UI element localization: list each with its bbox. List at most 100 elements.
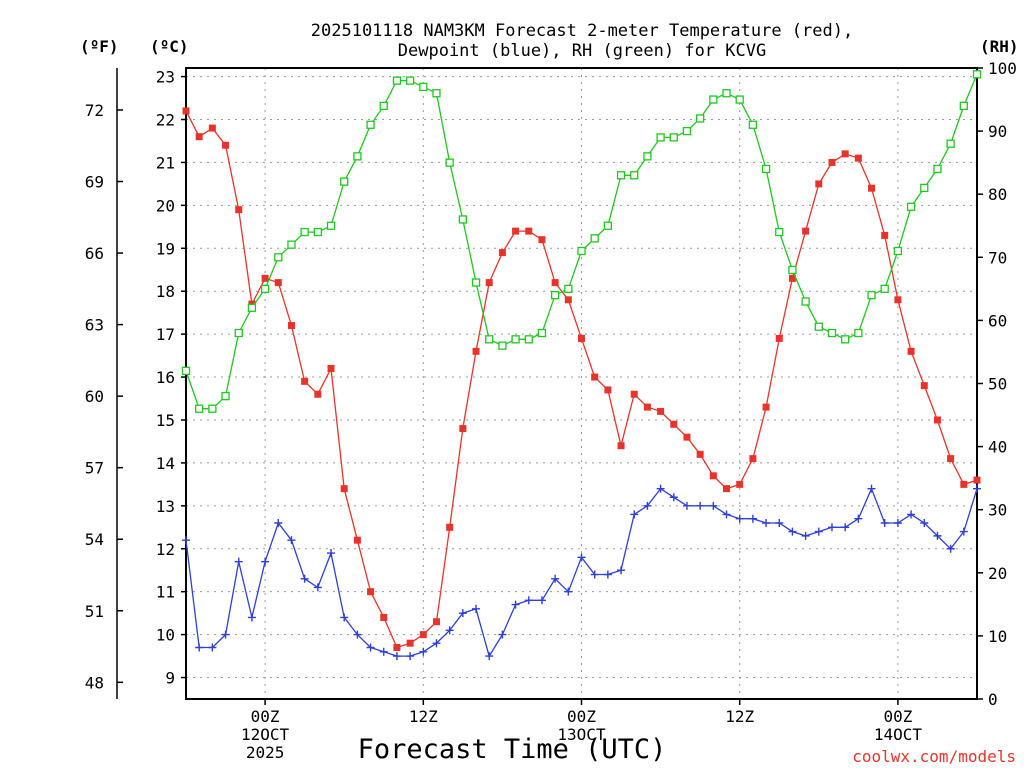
celsius-tick-label: 19 <box>156 239 175 258</box>
temperature-point <box>564 296 572 304</box>
dewpoint-point <box>590 570 599 579</box>
temperature-point <box>472 347 480 355</box>
temperature-point <box>696 450 704 458</box>
dewpoint-point <box>775 519 784 528</box>
rh-point <box>959 101 968 111</box>
dewpoint-point <box>827 523 836 532</box>
axis-ticks: 9 10 11 12 13 14 15 16 17 18 19 20 21 22 23 48 51 54 57 60 6… <box>85 59 1017 762</box>
temperature-point <box>709 472 717 480</box>
rh-tick-label: 80 <box>988 185 1007 204</box>
time-tick-label: 12OCT <box>241 725 290 744</box>
rh-point <box>564 284 573 294</box>
dewpoint-point <box>498 630 507 639</box>
celsius-tick-label: 11 <box>156 583 175 602</box>
temperature-point <box>828 158 836 166</box>
temperature-point <box>287 322 295 330</box>
rh-point <box>669 133 678 142</box>
time-tick-label: 14OCT <box>874 725 923 744</box>
rh-point <box>748 120 758 129</box>
rh-point <box>287 240 296 249</box>
temperature-point <box>406 639 414 647</box>
dewpoint-point <box>524 596 533 605</box>
dewpoint-point <box>379 647 388 656</box>
rh-point <box>524 335 533 344</box>
temperature-point <box>340 485 348 493</box>
rh-point <box>722 89 731 98</box>
fahrenheit-tick-label: 72 <box>85 101 104 120</box>
temperature-point <box>947 455 955 463</box>
temperature-point <box>657 407 665 415</box>
temperature-point <box>604 386 612 394</box>
dewpoint-point <box>696 501 705 510</box>
temperature-point <box>301 377 309 385</box>
rh-point <box>498 341 507 350</box>
rh-point <box>696 114 705 123</box>
fahrenheit-tick-label: 48 <box>85 673 104 692</box>
celsius-tick-label: 17 <box>156 325 175 344</box>
dewpoint-point <box>366 643 375 652</box>
dewpoint-point <box>814 527 823 536</box>
rh-tick-label: 60 <box>988 311 1007 330</box>
temperature-point <box>446 523 454 531</box>
time-tick-label: 13OCT <box>557 725 606 744</box>
chart-title-line-2: Dewpoint (blue), RH (green) for KCVG <box>398 41 766 61</box>
celsius-tick-label: 13 <box>156 497 175 516</box>
dewpoint-point <box>735 514 744 523</box>
temperature-point <box>222 141 230 149</box>
dewpoint-point <box>247 613 256 622</box>
rh-point <box>761 164 771 174</box>
rh-unit-label: (RH) <box>980 37 1019 56</box>
dewpoint-point <box>643 501 652 510</box>
rh-point <box>972 70 982 79</box>
rh-point <box>511 335 520 344</box>
dewpoint-point <box>406 652 415 661</box>
rh-tick-label: 10 <box>988 627 1007 646</box>
rh-point <box>485 335 494 344</box>
dewpoint-point <box>617 566 626 575</box>
rh-tick-label: 50 <box>988 375 1007 394</box>
rh-point <box>775 227 784 237</box>
grid-lines <box>186 68 977 699</box>
dewpoint-point <box>959 527 968 536</box>
dewpoint-point <box>748 514 757 523</box>
time-tick-label: 2025 <box>246 743 285 762</box>
rh-point <box>405 76 415 85</box>
temperature-point <box>775 334 783 342</box>
rh-point <box>920 183 929 193</box>
rh-point <box>379 101 388 111</box>
temperature-point <box>208 124 216 132</box>
rh-point <box>735 95 744 104</box>
rh-point <box>814 322 823 331</box>
temperature-point <box>367 588 375 596</box>
rh-point <box>366 120 375 129</box>
rh-point <box>313 227 322 237</box>
rh-tick-label: 30 <box>988 501 1007 520</box>
celsius-tick-label: 9 <box>165 669 175 688</box>
rh-tick-label: 90 <box>988 122 1007 141</box>
dewpoint-point <box>577 553 586 562</box>
rh-point <box>656 133 665 142</box>
rh-point <box>616 171 626 180</box>
rh-point <box>933 164 942 174</box>
dewpoint-point <box>551 574 560 583</box>
temperature-point <box>538 236 546 244</box>
rh-point <box>880 284 889 294</box>
dewpoint-point <box>801 531 810 540</box>
dewpoint-point <box>669 493 678 502</box>
temperature-point <box>485 279 493 287</box>
rh-point <box>195 404 204 413</box>
rh-tick-label: 0 <box>988 690 998 709</box>
fahrenheit-tick-label: 54 <box>85 530 104 549</box>
dewpoint-point <box>392 652 401 661</box>
celsius-tick-label: 15 <box>156 411 175 430</box>
dewpoint-point <box>208 643 217 652</box>
x-axis-label: Forecast Time (UTC) <box>358 734 667 765</box>
dewpoint-point <box>458 609 467 618</box>
dewpoint-point <box>195 643 204 652</box>
temperature-point <box>512 227 520 235</box>
rh-point <box>274 253 283 262</box>
fahrenheit-tick-label: 51 <box>85 602 104 621</box>
fahrenheit-tick-label: 63 <box>85 316 104 335</box>
dewpoint-point <box>274 519 283 528</box>
